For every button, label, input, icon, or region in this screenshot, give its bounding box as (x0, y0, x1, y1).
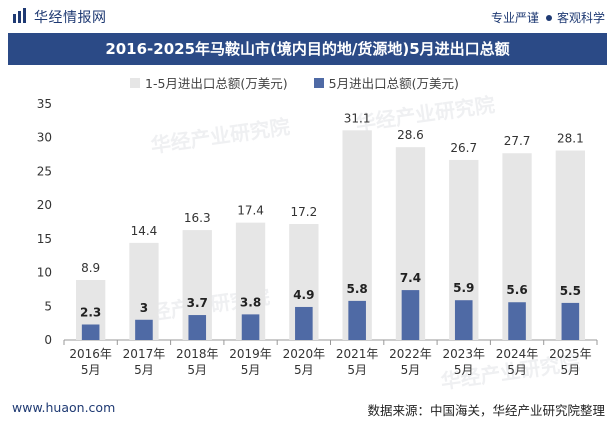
y-tick-label: 30 (37, 131, 52, 145)
brand-name: 华经情报网 (34, 10, 107, 26)
footer-url: www.huaon.com (12, 400, 116, 415)
brand-logo-icon (13, 8, 26, 23)
y-tick-label: 10 (37, 266, 52, 280)
data-label-may: 3.7 (187, 296, 208, 310)
data-label-total: 8.9 (81, 261, 100, 275)
data-label-total: 14.4 (131, 224, 158, 238)
tagline-dot-icon (545, 15, 552, 21)
data-label-may: 3.8 (240, 295, 261, 309)
footer: www.huaon.com 数据来源：中国海关，华经产业研究院整理 (0, 392, 615, 427)
data-label-total: 27.7 (504, 134, 531, 148)
tagline: 专业严谨 客观科学 (491, 9, 605, 26)
legend-swatch-may (313, 77, 324, 88)
data-label-total: 28.6 (397, 128, 424, 142)
x-tick-label: 2018年 5月 (176, 347, 219, 377)
y-tick-label: 0 (44, 333, 52, 347)
top-bar: 华经情报网 专业严谨 客观科学 (0, 0, 615, 32)
chart-legend: 1-5月进出口总额(万美元) 5月进出口总额(万美元) (130, 73, 485, 92)
x-tick-label: 2024年 5月 (496, 347, 539, 377)
x-tick-label: 2022年 5月 (389, 347, 432, 377)
y-tick-label: 5 (44, 299, 52, 313)
x-tick-label: 2019年 5月 (229, 347, 272, 377)
bar-may (241, 314, 260, 340)
data-label-may: 5.8 (347, 282, 368, 296)
y-tick-label: 25 (37, 164, 52, 178)
x-tick-label: 2021年 5月 (336, 347, 379, 377)
x-tick-label: 2017年 5月 (123, 347, 166, 377)
data-label-may: 7.4 (400, 271, 421, 285)
x-tick-label: 2020年 5月 (283, 347, 326, 377)
data-label-may: 5.5 (560, 284, 581, 298)
y-tick-label: 20 (37, 198, 52, 212)
legend-swatch-total (130, 77, 140, 88)
bar-may (81, 324, 100, 340)
legend-label-total: 1-5月进出口总额(万美元) (145, 76, 288, 91)
bar-may (454, 300, 473, 340)
bar-may (188, 315, 207, 340)
data-label-total: 31.1 (344, 111, 371, 125)
data-label-may: 3 (140, 301, 148, 315)
legend-label-may: 5月进出口总额(万美元) (328, 76, 459, 91)
data-label-total: 16.3 (184, 211, 211, 225)
data-label-total: 17.2 (290, 205, 317, 219)
data-label-may: 4.9 (293, 288, 314, 302)
y-tick-label: 35 (37, 97, 52, 111)
bar-may (135, 319, 153, 340)
x-tick-label: 2025年 5月 (549, 347, 592, 377)
legend-item-may: 5月进出口总额(万美元) (313, 73, 459, 92)
data-label-total: 17.4 (237, 204, 264, 218)
tagline-left: 专业严谨 (490, 11, 539, 25)
bar-may (508, 302, 526, 340)
x-tick-label: 2023年 5月 (442, 347, 485, 377)
bar-may (561, 302, 580, 340)
data-label-may: 5.6 (506, 283, 527, 297)
chart-title-bar: 2016-2025年马鞍山市(境内目的地/货源地)5月进出口总额 (8, 33, 607, 65)
bar-may (348, 300, 366, 340)
bar-may (401, 290, 420, 340)
bar-chart: 0 5 10 15 20 25 30 35 8.9 2.3 2016年 5月 14.4 3 2017年 5月 1… (37, 97, 598, 377)
data-label-may: 2.3 (80, 305, 101, 319)
data-label-total: 26.7 (450, 141, 477, 155)
y-tick-label: 15 (37, 232, 52, 246)
bar-may (295, 306, 313, 340)
x-tick-label: 2016年 5月 (69, 347, 112, 377)
data-label-total: 28.1 (557, 132, 584, 146)
tagline-right: 客观科学 (556, 11, 605, 25)
chart-title: 2016-2025年马鞍山市(境内目的地/货源地)5月进出口总额 (105, 40, 510, 58)
legend-item-total: 1-5月进出口总额(万美元) (130, 73, 288, 92)
data-label-may: 5.9 (453, 281, 474, 295)
footer-source: 数据来源：中国海关，华经产业研究院整理 (367, 403, 605, 418)
